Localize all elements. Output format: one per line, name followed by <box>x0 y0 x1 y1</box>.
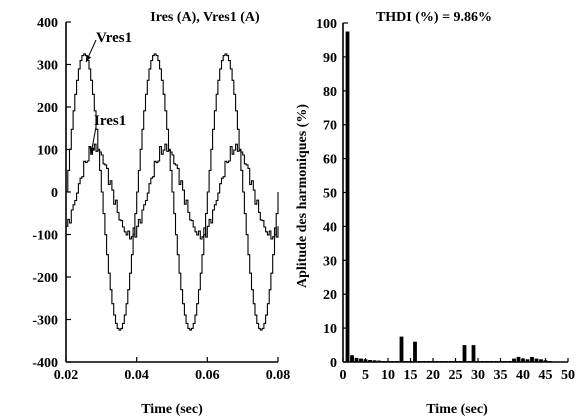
harmonic-bar <box>390 361 395 362</box>
right-y-tick-label: 30 <box>323 254 337 269</box>
harmonic-bar <box>368 360 372 362</box>
ires1-line <box>66 143 279 240</box>
left-x-tick-label: 0.02 <box>54 368 79 383</box>
harmonic-bar <box>395 361 399 362</box>
left-y-tick-label: -100 <box>32 229 58 244</box>
harmonic-bar <box>453 361 458 362</box>
harmonic-bar <box>431 361 435 362</box>
right-y-tick-label: 70 <box>323 119 337 134</box>
right-y-tick-label: 50 <box>323 187 337 202</box>
harmonic-bar <box>507 361 512 362</box>
harmonic-bar <box>359 358 363 362</box>
left-y-tick-label: -300 <box>32 314 58 329</box>
harmonic-bar <box>471 345 476 362</box>
harmonic-bar <box>372 360 377 362</box>
right-y-tick-label: 20 <box>323 288 337 303</box>
harmonic-bar <box>413 341 417 362</box>
harmonic-bar <box>399 336 404 362</box>
harmonic-bar <box>458 361 462 362</box>
left-x-axis-label: Time (sec) <box>141 402 203 417</box>
time-waveform-chart: Ires (A), Vres1 (A) 400 300 200 100 0 -100 -20… <box>32 10 290 417</box>
harmonic-bar <box>494 361 498 362</box>
left-y-tick-label: 100 <box>37 144 58 159</box>
right-y-tick-label: 80 <box>323 85 337 100</box>
vres1-line <box>66 53 279 331</box>
left-y-tick-label: -400 <box>32 356 58 371</box>
left-x-tick-label: 0.06 <box>195 368 220 383</box>
harmonic-bar <box>408 361 413 362</box>
harmonic-bar <box>485 361 489 362</box>
right-x-axis-label: Time (sec) <box>426 402 488 417</box>
harmonic-bar <box>476 361 480 362</box>
harmonic-bar <box>521 358 525 362</box>
harmonic-bar <box>512 358 516 362</box>
right-x-tick-label: 20 <box>426 368 440 383</box>
harmonic-bar <box>381 361 386 362</box>
vres1-arrow-head <box>86 55 92 62</box>
right-x-tick-label: 10 <box>381 368 395 383</box>
harmonic-bar <box>435 361 440 362</box>
harmonic-bar <box>543 360 548 362</box>
vres1-annotation: Vres1 <box>96 30 132 46</box>
harmonic-bar <box>363 359 368 362</box>
left-y-tick-label: 200 <box>37 101 58 116</box>
harmonic-bar <box>354 357 359 362</box>
harmonic-bar <box>480 361 485 362</box>
harmonic-bar <box>386 361 390 362</box>
harmonic-bar <box>498 361 503 362</box>
right-y-tick-label: 10 <box>323 322 337 337</box>
right-x-tick-label: 50 <box>561 368 575 383</box>
harmonic-bar <box>530 356 534 362</box>
left-x-tick-label: 0.04 <box>124 368 149 383</box>
harmonic-bar <box>377 360 381 362</box>
right-y-tick-label: 0 <box>330 356 337 371</box>
right-x-tick-label: 25 <box>449 368 463 383</box>
right-y-tick-label: 60 <box>323 153 337 168</box>
harmonic-bar <box>516 356 521 362</box>
harmonic-spectrum-chart: THDI (%) = 9.86% 10090807060504030201000… <box>295 10 575 417</box>
harmonic-bar <box>440 361 444 362</box>
harmonic-bar <box>548 361 552 362</box>
right-x-tick-label: 40 <box>516 368 530 383</box>
harmonic-bar <box>539 359 543 362</box>
right-x-tick-label: 5 <box>362 368 369 383</box>
right-y-axis-label: Aplitude des harmoniques (%) <box>295 104 310 288</box>
harmonic-bar <box>426 361 431 362</box>
harmonic-bar <box>422 361 426 362</box>
harmonic-bar <box>404 361 408 362</box>
harmonic-bar <box>467 361 471 362</box>
harmonic-bar <box>345 31 350 362</box>
right-y-tick-label: 40 <box>323 220 337 235</box>
harmonic-bar <box>449 361 453 362</box>
right-x-tick-label: 45 <box>539 368 553 383</box>
harmonic-bar <box>417 361 422 362</box>
left-chart-title: Ires (A), Vres1 (A) <box>150 10 260 25</box>
right-chart-title: THDI (%) = 9.86% <box>376 10 492 25</box>
harmonic-bar <box>525 359 530 362</box>
ires1-arrow-head <box>89 147 95 154</box>
left-x-tick-label: 0.08 <box>266 368 291 383</box>
harmonic-bar <box>462 345 467 362</box>
left-y-tick-label: 0 <box>51 186 58 201</box>
right-x-tick-label: 0 <box>340 368 347 383</box>
harmonic-bar <box>534 358 539 362</box>
harmonic-bar <box>489 361 494 362</box>
right-x-tick-label: 15 <box>404 368 418 383</box>
right-y-tick-label: 100 <box>316 17 337 32</box>
left-y-tick-label: 300 <box>37 59 58 74</box>
right-y-tick-label: 90 <box>323 51 337 66</box>
right-x-tick-label: 30 <box>471 368 485 383</box>
left-y-tick-label: 400 <box>37 16 58 31</box>
ires1-annotation: Ires1 <box>94 113 126 129</box>
harmonic-bar <box>444 361 449 362</box>
right-x-tick-label: 35 <box>494 368 508 383</box>
harmonic-bar <box>503 361 507 362</box>
left-y-tick-label: -200 <box>32 271 58 286</box>
harmonic-bar <box>350 355 354 362</box>
